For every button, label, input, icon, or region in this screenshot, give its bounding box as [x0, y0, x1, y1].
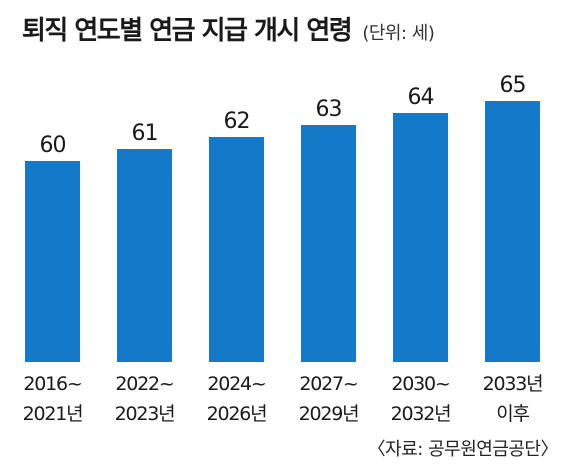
category-label-5-line-2: 2032년	[391, 403, 451, 425]
chart-title: 퇴직 연도별 연금 지급 개시 연령	[22, 16, 353, 46]
category-label-3-line-2: 2026년	[207, 403, 267, 425]
category-label-1-line-2: 2021년	[23, 403, 83, 425]
bar-6	[485, 101, 540, 362]
category-label-5-line-1: 2030~	[391, 373, 449, 395]
source-note: 〈자료: 공무원연금공단〉	[367, 439, 559, 460]
value-label-5: 64	[408, 85, 434, 110]
value-label-4: 63	[316, 97, 342, 122]
bar-2	[117, 149, 172, 362]
category-label-6-line-2: 이후	[496, 403, 529, 425]
value-label-6: 65	[500, 73, 526, 98]
bar-4	[301, 125, 356, 362]
category-label-1-line-1: 2016~	[23, 373, 81, 395]
category-label-3-line-1: 2024~	[207, 373, 265, 395]
category-label-6-line-1: 2033년	[483, 373, 543, 395]
bar-5	[393, 113, 448, 362]
bar-3	[209, 137, 264, 362]
category-label-4-line-2: 2029년	[299, 403, 359, 425]
value-label-3: 62	[224, 109, 250, 134]
bar-1	[25, 161, 80, 362]
unit-note: (단위: 세)	[362, 23, 435, 44]
category-label-2-line-1: 2022~	[115, 373, 173, 395]
category-label-4-line-1: 2027~	[299, 373, 357, 395]
chart-header: 퇴직 연도별 연금 지급 개시 연령 (단위: 세)	[22, 10, 435, 47]
value-label-2: 61	[132, 121, 158, 146]
value-label-1: 60	[40, 133, 66, 158]
category-label-2-line-2: 2023년	[115, 403, 175, 425]
